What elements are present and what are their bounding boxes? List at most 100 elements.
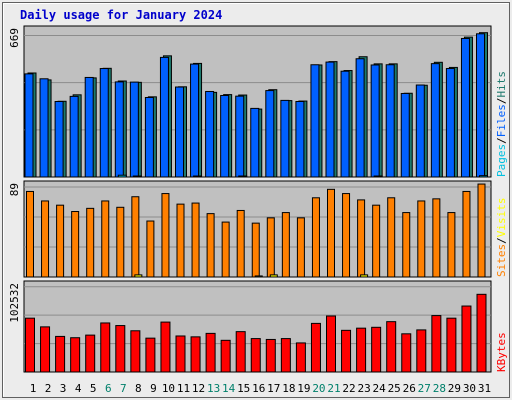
bar-pages-7 xyxy=(117,174,127,178)
bar-sites-23 xyxy=(360,274,369,278)
bar-kbytes-22 xyxy=(341,329,352,373)
series-visits xyxy=(26,183,486,278)
bar-files-23 xyxy=(355,58,365,178)
bar-pages-8 xyxy=(132,175,142,178)
bar-kbytes-18 xyxy=(280,338,291,373)
bar-visits-21 xyxy=(327,188,335,278)
day-label-6: 6 xyxy=(105,382,112,395)
legend-entry-hits: Hits xyxy=(495,71,508,98)
bar-visits-29 xyxy=(447,212,456,278)
bar-visits-16 xyxy=(251,222,260,278)
legend-entry-pages: Pages xyxy=(495,144,508,177)
bar-files-25 xyxy=(385,64,395,178)
bar-kbytes-27 xyxy=(416,329,427,373)
bar-visits-14 xyxy=(221,221,230,278)
bar-visits-13 xyxy=(206,213,215,278)
day-label-5: 5 xyxy=(90,382,97,395)
day-label-20: 20 xyxy=(312,382,325,395)
day-label-9: 9 xyxy=(150,382,157,395)
bar-visits-17 xyxy=(266,217,275,278)
panel-kbytes: 102532 KBytes xyxy=(8,280,508,373)
day-label-16: 16 xyxy=(252,382,265,395)
bar-kbytes-31 xyxy=(476,293,487,373)
bar-files-4 xyxy=(69,95,79,178)
bar-files-30 xyxy=(460,37,470,178)
bar-visits-3 xyxy=(56,204,65,278)
bar-visits-20 xyxy=(311,197,320,278)
bar-visits-28 xyxy=(432,198,441,278)
bar-kbytes-5 xyxy=(85,334,96,373)
bar-kbytes-3 xyxy=(55,335,66,373)
bar-visits-12 xyxy=(191,202,200,278)
bar-files-14 xyxy=(220,94,230,178)
chart-panels: 669Pages/Files/Hits89Sites/Visits102532K… xyxy=(8,25,508,373)
bar-files-15 xyxy=(235,95,245,178)
bar-visits-23 xyxy=(357,199,366,278)
bar-kbytes-4 xyxy=(70,337,81,373)
bar-files-1 xyxy=(24,73,34,178)
bar-kbytes-26 xyxy=(401,333,412,373)
bar-visits-27 xyxy=(417,200,426,278)
series-files xyxy=(24,33,485,178)
bar-visits-19 xyxy=(296,217,305,278)
bar-visits-10 xyxy=(161,193,170,278)
bar-visits-11 xyxy=(176,203,185,278)
legend-entry-visits: Visits xyxy=(495,198,508,238)
bar-visits-25 xyxy=(387,197,396,278)
day-label-31: 31 xyxy=(478,382,491,395)
bar-visits-6 xyxy=(101,200,110,278)
bar-kbytes-1 xyxy=(25,317,35,373)
day-label-22: 22 xyxy=(342,382,355,395)
day-label-25: 25 xyxy=(388,382,401,395)
bar-files-8 xyxy=(129,81,139,178)
bar-sites-16 xyxy=(254,275,263,278)
bar-files-5 xyxy=(84,76,94,178)
day-label-27: 27 xyxy=(418,382,431,395)
bar-visits-2 xyxy=(41,200,50,278)
bar-visits-30 xyxy=(462,190,471,278)
bar-files-19 xyxy=(295,100,305,178)
day-label-14: 14 xyxy=(222,382,236,395)
legend-kbytes: KBytes xyxy=(495,332,508,372)
y-max-label: 669 xyxy=(8,28,21,48)
bar-visits-1 xyxy=(26,190,34,278)
series-kbytes xyxy=(25,293,487,373)
bar-files-12 xyxy=(190,63,200,178)
bar-files-27 xyxy=(415,84,425,178)
bar-kbytes-8 xyxy=(130,330,141,373)
day-label-2: 2 xyxy=(45,382,52,395)
day-label-29: 29 xyxy=(448,382,461,395)
bar-files-31 xyxy=(476,33,485,178)
day-label-17: 17 xyxy=(267,382,280,395)
bar-kbytes-19 xyxy=(295,342,306,373)
legend-visits: Sites/Visits xyxy=(495,198,508,278)
bar-pages-12 xyxy=(193,175,203,178)
bar-kbytes-25 xyxy=(386,321,397,373)
day-label-10: 10 xyxy=(162,382,175,395)
bar-visits-31 xyxy=(477,183,486,278)
bar-kbytes-29 xyxy=(446,317,457,373)
bar-sites-8 xyxy=(134,274,143,278)
bar-files-18 xyxy=(280,99,290,178)
bar-pages-31 xyxy=(479,175,488,178)
bar-visits-5 xyxy=(86,207,95,278)
bar-files-13 xyxy=(205,90,215,178)
bar-files-10 xyxy=(159,56,169,178)
bar-pages-24 xyxy=(373,175,383,178)
day-label-11: 11 xyxy=(177,382,190,395)
day-label-23: 23 xyxy=(357,382,370,395)
bar-files-6 xyxy=(99,68,109,178)
day-label-26: 26 xyxy=(403,382,416,395)
bar-kbytes-10 xyxy=(160,321,171,373)
bar-pages-15 xyxy=(238,175,248,178)
day-label-24: 24 xyxy=(373,382,387,395)
bar-kbytes-30 xyxy=(461,305,472,373)
bar-files-26 xyxy=(400,92,410,178)
legend-entry-files: Files xyxy=(495,104,508,137)
bar-visits-22 xyxy=(342,193,351,278)
legend-separator: / xyxy=(495,237,508,244)
y-max-label: 102532 xyxy=(8,283,21,323)
bar-kbytes-11 xyxy=(175,335,186,373)
